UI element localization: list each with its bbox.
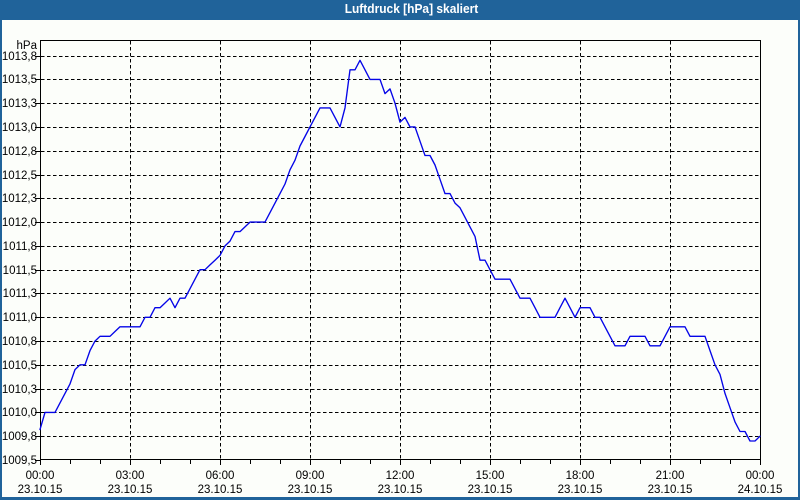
svg-text:1011,0: 1011,0 xyxy=(3,312,37,324)
svg-text:24.10.15: 24.10.15 xyxy=(738,484,783,496)
svg-text:15:00: 15:00 xyxy=(476,470,505,482)
svg-text:23.10.15: 23.10.15 xyxy=(378,484,423,496)
svg-text:23.10.15: 23.10.15 xyxy=(288,484,333,496)
svg-text:1010,0: 1010,0 xyxy=(2,407,37,419)
svg-text:1013,0: 1013,0 xyxy=(2,122,37,134)
svg-text:1009,5: 1009,5 xyxy=(2,455,37,467)
svg-text:1012,0: 1012,0 xyxy=(2,217,37,229)
svg-text:23.10.15: 23.10.15 xyxy=(468,484,513,496)
svg-text:1012,3: 1012,3 xyxy=(2,193,37,205)
svg-text:1013,3: 1013,3 xyxy=(2,98,37,110)
svg-text:03:00: 03:00 xyxy=(116,470,145,482)
svg-text:1011,5: 1011,5 xyxy=(3,265,37,277)
svg-text:1012,5: 1012,5 xyxy=(2,170,37,182)
svg-text:1012,8: 1012,8 xyxy=(2,146,37,158)
svg-text:00:00: 00:00 xyxy=(26,470,55,482)
svg-text:1009,8: 1009,8 xyxy=(2,431,37,443)
svg-text:23.10.15: 23.10.15 xyxy=(18,484,63,496)
svg-text:09:00: 09:00 xyxy=(296,470,325,482)
svg-text:23.10.15: 23.10.15 xyxy=(558,484,603,496)
svg-text:1011,8: 1011,8 xyxy=(3,241,37,253)
svg-text:1013,5: 1013,5 xyxy=(2,74,37,86)
svg-text:23.10.15: 23.10.15 xyxy=(648,484,693,496)
svg-text:23.10.15: 23.10.15 xyxy=(198,484,243,496)
svg-text:1010,8: 1010,8 xyxy=(2,336,37,348)
svg-text:1010,5: 1010,5 xyxy=(2,360,37,372)
svg-text:18:00: 18:00 xyxy=(566,470,595,482)
svg-text:00:00: 00:00 xyxy=(746,470,775,482)
svg-text:1013,8: 1013,8 xyxy=(2,51,37,63)
svg-text:12:00: 12:00 xyxy=(386,470,415,482)
svg-text:06:00: 06:00 xyxy=(206,470,235,482)
svg-text:1010,3: 1010,3 xyxy=(2,384,37,396)
svg-text:23.10.15: 23.10.15 xyxy=(108,484,153,496)
svg-text:1011,3: 1011,3 xyxy=(3,288,37,300)
svg-text:21:00: 21:00 xyxy=(656,470,685,482)
svg-text:hPa: hPa xyxy=(17,40,38,52)
